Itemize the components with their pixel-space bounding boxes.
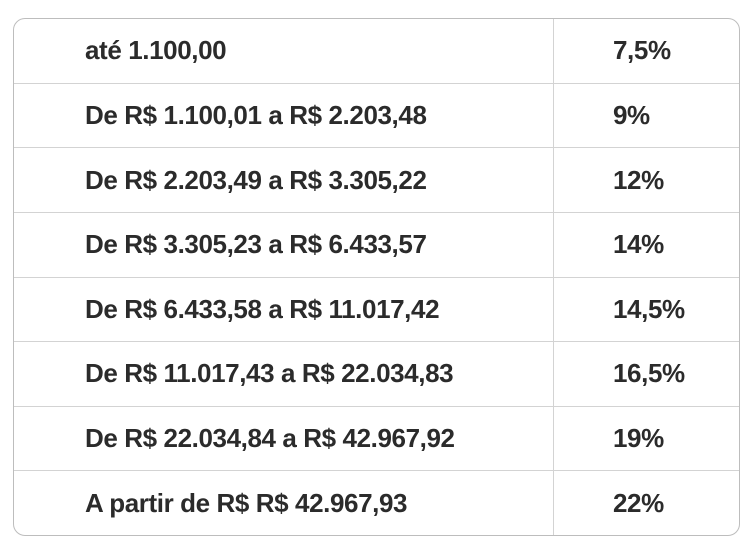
- range-cell: De R$ 3.305,23 a R$ 6.433,57: [14, 212, 554, 277]
- range-cell: De R$ 6.433,58 a R$ 11.017,42: [14, 277, 554, 342]
- table-row: De R$ 11.017,43 a R$ 22.034,83 16,5%: [14, 341, 739, 406]
- rate-cell: 19%: [613, 423, 664, 454]
- table-row: A partir de R$ R$ 42.967,93 22%: [14, 470, 739, 535]
- rate-cell: 14%: [613, 229, 664, 260]
- rate-cell: 14,5%: [613, 293, 685, 324]
- range-cell: De R$ 1.100,01 a R$ 2.203,48: [14, 83, 554, 148]
- rate-cell: 12%: [613, 164, 664, 195]
- table-row: até 1.100,00 7,5%: [14, 19, 739, 83]
- table-row: De R$ 3.305,23 a R$ 6.433,57 14%: [14, 211, 739, 277]
- table-row: De R$ 2.203,49 a R$ 3.305,22 12%: [14, 147, 739, 212]
- table-row: De R$ 22.034,84 a R$ 42.967,92 19%: [14, 405, 739, 471]
- range-cell: até 1.100,00: [14, 19, 554, 83]
- table-row: De R$ 6.433,58 a R$ 11.017,42 14,5%: [14, 276, 739, 342]
- rate-cell: 22%: [613, 487, 664, 518]
- rate-bracket-table: até 1.100,00 7,5% De R$ 1.100,01 a R$ 2.…: [13, 18, 740, 536]
- rate-cell: 9%: [613, 99, 650, 130]
- rate-cell: 16,5%: [613, 358, 685, 389]
- range-cell: De R$ 22.034,84 a R$ 42.967,92: [14, 406, 554, 471]
- table-row: De R$ 1.100,01 a R$ 2.203,48 9%: [14, 82, 739, 148]
- range-cell: De R$ 11.017,43 a R$ 22.034,83: [14, 342, 554, 406]
- rate-cell: 7,5%: [613, 35, 671, 66]
- range-cell: De R$ 2.203,49 a R$ 3.305,22: [14, 148, 554, 212]
- range-cell: A partir de R$ R$ 42.967,93: [14, 471, 554, 535]
